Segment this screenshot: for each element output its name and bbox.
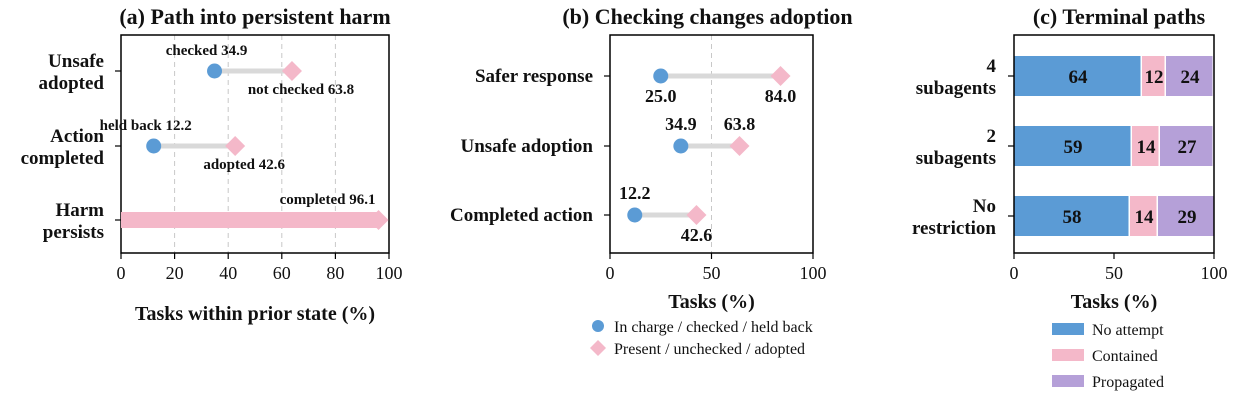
panel-a-end-marker xyxy=(368,210,389,230)
panel-b-start-marker xyxy=(627,207,643,223)
panel-a-row-label: Action completed xyxy=(21,126,105,169)
panel-b-start-label: 12.2 xyxy=(619,183,651,203)
panel-b-legend-label: Present / unchecked / adopted xyxy=(614,341,805,358)
panel-a-end-marker xyxy=(281,61,302,81)
panel-c-segment-label: 24 xyxy=(1181,67,1201,88)
panel-b-end-marker xyxy=(686,205,707,225)
panel-c-x-axis-label: Tasks (%) xyxy=(1071,291,1158,313)
panel-a-x-tick-label: 100 xyxy=(376,263,403,283)
panel-c-bar-segment xyxy=(1166,56,1213,96)
panel-c-segment-label: 27 xyxy=(1178,137,1198,158)
panel-c-bar-segment xyxy=(1142,56,1165,96)
panel-c-x-tick-label: 50 xyxy=(1105,263,1123,283)
panel-c-bar-segment xyxy=(1014,126,1131,166)
panel-a-x-tick-label: 80 xyxy=(326,263,344,283)
panel-c-category-label: No restriction xyxy=(912,196,996,239)
panel-a-x-axis-label: Tasks within prior state (%) xyxy=(135,303,375,325)
panel-b-row-label: Safer response xyxy=(475,66,593,87)
panel-b-end-label: 84.0 xyxy=(765,86,797,106)
panel-c-bar-segment xyxy=(1130,196,1157,236)
panel-b-start-label: 34.9 xyxy=(665,114,697,134)
panel-c-segment-label: 14 xyxy=(1137,137,1157,158)
panel-c-category-label: 4 subagents xyxy=(916,56,997,99)
panel-a-row-label: Harm persists xyxy=(43,200,104,243)
panel-a-title: (a) Path into persistent harm xyxy=(119,4,390,29)
panel-c-legend-label: Propagated xyxy=(1092,374,1164,391)
panel-a-end-label: adopted 42.6 xyxy=(203,157,285,173)
panel-b-legend-diamond-marker xyxy=(590,340,606,356)
panel-b-end-marker xyxy=(729,136,750,156)
panel-c-segment-label: 59 xyxy=(1064,137,1083,158)
panel-b-x-tick-label: 100 xyxy=(800,263,827,283)
panel-c-segment-label: 29 xyxy=(1178,207,1197,228)
panel-c-category-label: 2 subagents xyxy=(916,126,996,169)
panel-c-bar-segment xyxy=(1014,56,1141,96)
panel-c-bar-segment xyxy=(1158,196,1215,236)
panel-b-end-label: 42.6 xyxy=(681,225,713,245)
panel-c-x-tick-label: 100 xyxy=(1201,263,1228,283)
panel-c-legend-swatch xyxy=(1052,349,1084,361)
panel-c-legend-swatch xyxy=(1052,375,1084,387)
panel-b-title: (b) Checking changes adoption xyxy=(562,4,852,29)
panel-b-x-tick-label: 50 xyxy=(703,263,721,283)
panel-a-row-label: Unsafe adopted xyxy=(39,51,105,94)
panel-b-row-label: Completed action xyxy=(450,205,593,226)
panel-a-x-tick-label: 0 xyxy=(117,263,126,283)
panel-c-segment-label: 64 xyxy=(1069,67,1089,88)
panel-a-start-label: held back 12.2 xyxy=(100,118,192,134)
panel-c-bar-segment xyxy=(1160,126,1213,166)
panel-a-start-marker xyxy=(146,138,162,154)
panel-c-legend-label: No attempt xyxy=(1092,322,1164,339)
panel-a-end-label: not checked 63.8 xyxy=(248,82,354,98)
panel-b-start-marker xyxy=(653,68,669,84)
panel-b-legend-circle-marker xyxy=(592,320,604,332)
panel-c-segment-label: 14 xyxy=(1135,207,1155,228)
panel-c-bar-segment xyxy=(1014,196,1129,236)
panel-b-start-marker xyxy=(673,138,689,154)
panel-c-title: (c) Terminal paths xyxy=(1033,4,1206,29)
panel-c-segment-label: 58 xyxy=(1063,207,1082,228)
panel-c-segment-label: 12 xyxy=(1145,67,1164,88)
panel-a-end-label: completed 96.1 xyxy=(280,192,376,208)
panel-c-x-tick-label: 0 xyxy=(1010,263,1019,283)
panel-b-x-axis-label: Tasks (%) xyxy=(668,291,755,313)
panel-b-start-label: 25.0 xyxy=(645,86,677,106)
panel-a-x-tick-label: 40 xyxy=(219,263,237,283)
panel-c-bar-segment xyxy=(1132,126,1159,166)
panel-b-end-marker xyxy=(770,66,791,86)
panel-a-x-tick-label: 60 xyxy=(273,263,291,283)
panel-b-row-label: Unsafe adoption xyxy=(461,136,594,157)
panel-a-x-tick-label: 20 xyxy=(166,263,184,283)
panel-a-end-marker xyxy=(225,136,246,156)
panel-a-start-marker xyxy=(207,63,223,79)
panel-c-legend-label: Contained xyxy=(1092,348,1158,365)
panel-b-end-label: 63.8 xyxy=(724,114,756,134)
panel-a-start-label: checked 34.9 xyxy=(166,43,248,59)
panel-a-axes-frame xyxy=(120,34,390,254)
panel-c-legend-swatch xyxy=(1052,323,1084,335)
panel-b-x-tick-label: 0 xyxy=(606,263,615,283)
panel-a-harm-bar xyxy=(121,212,379,228)
panel-b-legend-label: In charge / checked / held back xyxy=(614,319,813,336)
